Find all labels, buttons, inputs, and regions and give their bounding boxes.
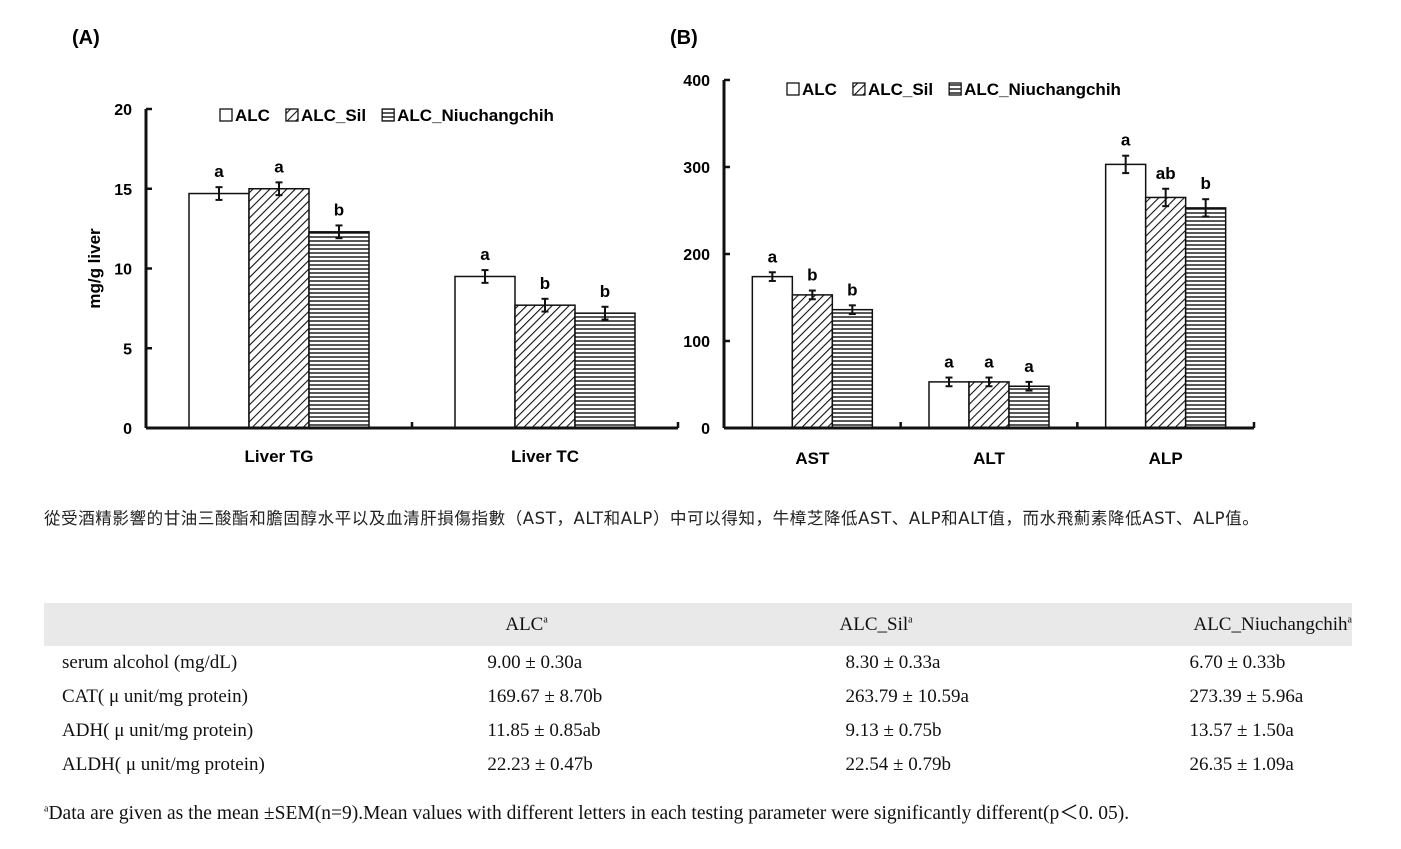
- table-cell: 26.35 ± 1.09a: [1189, 754, 1294, 775]
- table-row: ALDH( μ unit/mg protein) 22.23 ± 0.47b 2…: [44, 748, 1352, 782]
- significance-letter: b: [847, 280, 857, 299]
- bar: [514, 304, 576, 429]
- x-category-label: Liver TC: [511, 447, 579, 466]
- bar: [928, 381, 970, 429]
- footnote-text: Data are given as the mean ±SEM(n=9).Mea…: [48, 803, 1130, 824]
- bar: [1184, 207, 1227, 429]
- footnote-mark: a: [44, 803, 49, 815]
- significance-letter: ab: [1156, 164, 1176, 183]
- bar: [1144, 196, 1187, 429]
- table-header-cell: ALC_Niuchangchiha: [1169, 603, 1352, 646]
- legend-label: ALC_Niuchangchih: [964, 80, 1121, 99]
- legend-label: ALC_Sil: [868, 80, 933, 99]
- panel-label: (A): [72, 27, 100, 49]
- table-cell: 273.39 ± 5.96a: [1189, 686, 1304, 707]
- bar: [248, 188, 310, 429]
- figure-caption: 從受酒精影響的甘油三酸酯和膽固醇水平以及血清肝損傷指數（AST，ALT和ALP）…: [44, 509, 1260, 528]
- significance-letter: a: [480, 245, 490, 264]
- table-cell: 263.79 ± 10.59a: [845, 686, 969, 707]
- table-header-cell: ALC_Sila: [819, 603, 1170, 646]
- legend-swatch: [219, 108, 233, 122]
- x-category-label: AST: [795, 449, 830, 468]
- row-label: ADH( μ unit/mg protein): [62, 720, 254, 741]
- x-category-label: Liver TG: [245, 447, 314, 466]
- y-axis-title: mg/g liver: [85, 228, 104, 309]
- legend-swatch: [948, 82, 962, 96]
- y-tick-label: 10: [114, 262, 132, 279]
- table-cell: 6.70 ± 0.33b: [1189, 652, 1286, 673]
- significance-letter: b: [540, 274, 550, 293]
- significance-letter: b: [807, 266, 817, 285]
- table-cell: 8.30 ± 0.33a: [845, 652, 941, 673]
- significance-letter: b: [600, 282, 610, 301]
- table-cell: 22.54 ± 0.79b: [845, 754, 951, 775]
- table-cell: 11.85 ± 0.85ab: [487, 720, 601, 741]
- bar: [188, 192, 250, 429]
- table-cell: 9.13 ± 0.75b: [845, 720, 942, 741]
- legend-swatch: [285, 108, 299, 122]
- significance-letter: a: [944, 353, 954, 372]
- chart-panel-a: (A) 0 5 10 15 20 mg/g liver a a b Liver TG a b b Liver…: [72, 27, 680, 466]
- y-tick-label: 300: [683, 160, 710, 177]
- legend-label: ALC: [802, 80, 837, 99]
- legend-label: ALC_Sil: [301, 106, 366, 125]
- legend-label: ALC: [235, 106, 270, 125]
- significance-letter: a: [984, 353, 994, 372]
- table-cell: 9.00 ± 0.30a: [487, 652, 583, 673]
- significance-letter: b: [1200, 174, 1210, 193]
- y-tick-label: 15: [114, 182, 132, 199]
- table-row: serum alcohol (mg/dL) 9.00 ± 0.30a 8.30 …: [44, 646, 1352, 680]
- bar: [1008, 385, 1050, 429]
- y-tick-label: 100: [683, 334, 710, 351]
- legend-label: ALC_Niuchangchih: [397, 106, 554, 125]
- bar: [791, 294, 834, 429]
- bar: [454, 275, 516, 429]
- table-cell: 169.67 ± 8.70b: [487, 686, 603, 707]
- table-cell: 22.23 ± 0.47b: [487, 754, 593, 775]
- significance-letter: a: [768, 247, 778, 266]
- row-label: serum alcohol (mg/dL): [62, 652, 238, 673]
- significance-letter: a: [214, 162, 224, 181]
- table-footnote: aData are given as the mean ±SEM(n=9).Me…: [44, 796, 1129, 825]
- bar: [1104, 163, 1147, 429]
- bar: [831, 308, 874, 429]
- panel-label: (B): [670, 27, 698, 49]
- legend-swatch: [381, 108, 395, 122]
- significance-letter: a: [1024, 357, 1034, 376]
- table-cell: 13.57 ± 1.50a: [1189, 720, 1294, 741]
- y-tick-label: 400: [683, 73, 710, 90]
- x-category-label: ALP: [1149, 449, 1183, 468]
- x-category-label: ALT: [973, 449, 1005, 468]
- y-tick-label: 0: [701, 421, 710, 438]
- y-tick-label: 0: [123, 421, 132, 438]
- bar: [751, 275, 794, 429]
- table-header-cell: [44, 603, 456, 646]
- row-label: CAT( μ unit/mg protein): [62, 686, 248, 707]
- table-header-row: ALCa ALC_Sila ALC_Niuchangchiha: [44, 603, 1352, 646]
- significance-letter: a: [274, 157, 284, 176]
- bar: [308, 231, 370, 429]
- y-tick-label: 20: [114, 102, 132, 119]
- table-header-cell: ALCa: [455, 603, 820, 646]
- table-row: ADH( μ unit/mg protein) 11.85 ± 0.85ab 9…: [44, 714, 1352, 748]
- y-tick-label: 5: [123, 341, 132, 358]
- table-row: CAT( μ unit/mg protein) 169.67 ± 8.70b 2…: [44, 680, 1352, 714]
- legend-swatch: [852, 82, 866, 96]
- stats-table: ALCa ALC_Sila ALC_Niuchangchiha serum al…: [44, 603, 1352, 782]
- row-label: ALDH( μ unit/mg protein): [62, 754, 265, 775]
- bar: [574, 312, 636, 429]
- bar: [968, 381, 1010, 429]
- significance-letter: b: [334, 200, 344, 219]
- significance-letter: a: [1121, 131, 1131, 150]
- y-tick-label: 200: [683, 247, 710, 264]
- legend-swatch: [786, 82, 800, 96]
